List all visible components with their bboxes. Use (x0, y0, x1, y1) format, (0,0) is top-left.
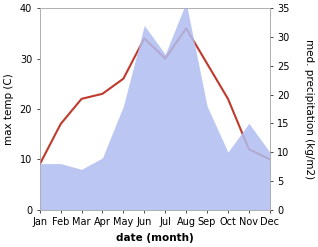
X-axis label: date (month): date (month) (116, 233, 194, 243)
Y-axis label: max temp (C): max temp (C) (4, 73, 14, 145)
Y-axis label: med. precipitation (kg/m2): med. precipitation (kg/m2) (304, 39, 314, 179)
